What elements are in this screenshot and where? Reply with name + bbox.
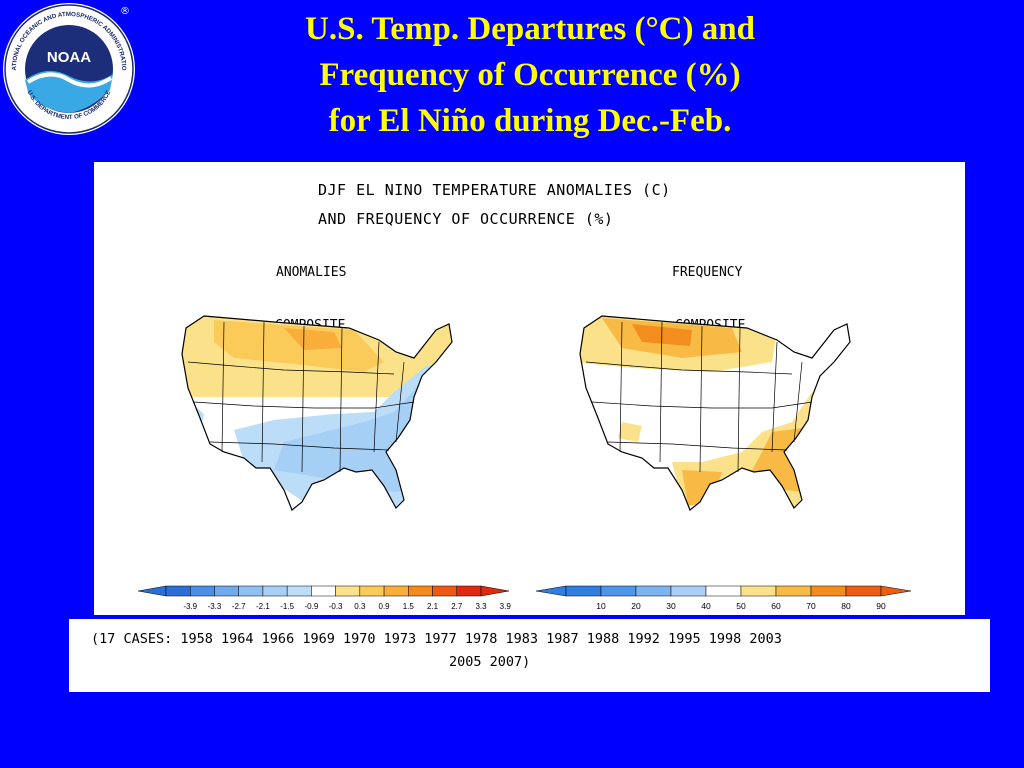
anomalies-colorbar-tick-label: -2.1 [256,602,270,611]
frequency-map [579,315,851,511]
frequency-colorbar-swatch [845,585,882,597]
anomalies-colorbar: -3.9 -3.3 -2.7 -2.1 -1.5 -0.9 -0.3 0.3 0.9 1.5 2.1… [137,585,511,611]
map-figure: DJF EL NINO TEMPERATURE ANOMALIES (C) AN… [94,162,965,615]
registered-mark: ® [120,6,130,17]
anomalies-colorbar-tick-label: 2.7 [451,602,463,611]
anomalies-colorbar-tick-label: 3.3 [475,602,487,611]
frequency-colorbar-swatch [775,585,812,597]
frequency-colorbar-tick-label: 10 [596,601,606,611]
slide-title-line-1: U.S. Temp. Departures (°C) and [305,11,755,47]
anomalies-colorbar-tick-label: 0.9 [379,602,391,611]
frequency-colorbar-tick-label: 20 [631,601,641,611]
figure-title-line-2: AND FREQUENCY OF OCCURRENCE (%) [318,210,614,228]
anomalies-colorbar-swatch [383,585,409,597]
anomalies-map [181,315,453,511]
frequency-colorbar-tick-label: 60 [771,601,781,611]
frequency-colorbar-tick-label: 80 [841,601,851,611]
cases-line-2: 2005 2007) [449,654,531,670]
figure-title: DJF EL NINO TEMPERATURE ANOMALIES (C) AN… [318,176,671,234]
frequency-colorbar-tick-label: 40 [701,601,711,611]
frequency-label: FREQUENCY [672,265,743,280]
anomalies-colorbar-tick-label: 3.9 [500,602,511,611]
anomalies-colorbar-arrow-right [480,585,510,597]
slide-title-line-3: for El Niño during Dec.-Feb. [328,103,732,139]
anomalies-colorbar-swatch [432,585,458,597]
anomalies-colorbar-swatch [359,585,385,597]
slide-title: U.S. Temp. Departures (°C) and Frequency… [160,6,900,144]
frequency-colorbar-arrow-left [536,585,567,597]
anomalies-colorbar-tick-label: -3.3 [208,602,222,611]
frequency-colorbar-swatch [600,585,637,597]
anomalies-colorbar-swatch [311,585,336,597]
noaa-logo-text: NOAA [47,49,91,66]
anomalies-colorbar-swatch [262,585,288,597]
anomalies-colorbar-swatch [286,585,312,597]
anomalies-colorbar-swatch [214,585,239,597]
frequency-colorbar-tick-label: 70 [806,601,816,611]
anomalies-colorbar-tick-label: -3.9 [183,602,197,611]
slide-title-line-2: Frequency of Occurrence (%) [319,57,741,93]
frequency-colorbar-tick-label: 50 [736,601,746,611]
anomalies-colorbar-swatch [189,585,215,597]
anomalies-colorbar-tick-label: -1.5 [280,602,294,611]
frequency-colorbar-tick-label: 30 [666,601,676,611]
anomalies-colorbar-tick-label: 0.3 [354,602,366,611]
frequency-colorbar-swatch [740,585,777,597]
anomalies-colorbar-swatch [456,585,482,597]
anomalies-colorbar-swatch [408,585,433,597]
anomalies-colorbar-swatch [165,585,191,597]
figure-title-line-1: DJF EL NINO TEMPERATURE ANOMALIES (C) [318,181,671,199]
frequency-colorbar-swatch [705,585,742,597]
frequency-colorbar-swatch [565,585,602,597]
anomalies-colorbar-tick-label: 2.1 [427,602,439,611]
anomalies-colorbar-tick-label: -0.3 [329,602,343,611]
anomalies-colorbar-arrow-left [137,585,167,597]
anomalies-label: ANOMALIES [276,265,347,280]
noaa-logo: NOAA NATIONAL OCEANIC AND ATMOSPHERIC AD… [2,2,135,135]
cases-box: (17 CASES: 1958 1964 1966 1969 1970 1973… [69,619,990,692]
cases-line-1: (17 CASES: 1958 1964 1966 1969 1970 1973… [91,631,782,647]
anomalies-colorbar-tick-label: -0.9 [304,602,318,611]
frequency-colorbar-swatch [635,585,672,597]
frequency-colorbar-swatch [810,585,847,597]
anomalies-colorbar-tick-label: 1.5 [403,602,415,611]
frequency-colorbar-swatch [670,585,707,597]
frequency-colorbar-arrow-right [880,585,912,597]
anomalies-colorbar-swatch [335,585,361,597]
frequency-colorbar: 10 20 30 40 50 60 70 80 90 [536,585,912,611]
anomalies-colorbar-swatch [238,585,264,597]
frequency-colorbar-tick-label: 90 [876,601,886,611]
anomalies-colorbar-tick-label: -2.7 [232,602,246,611]
